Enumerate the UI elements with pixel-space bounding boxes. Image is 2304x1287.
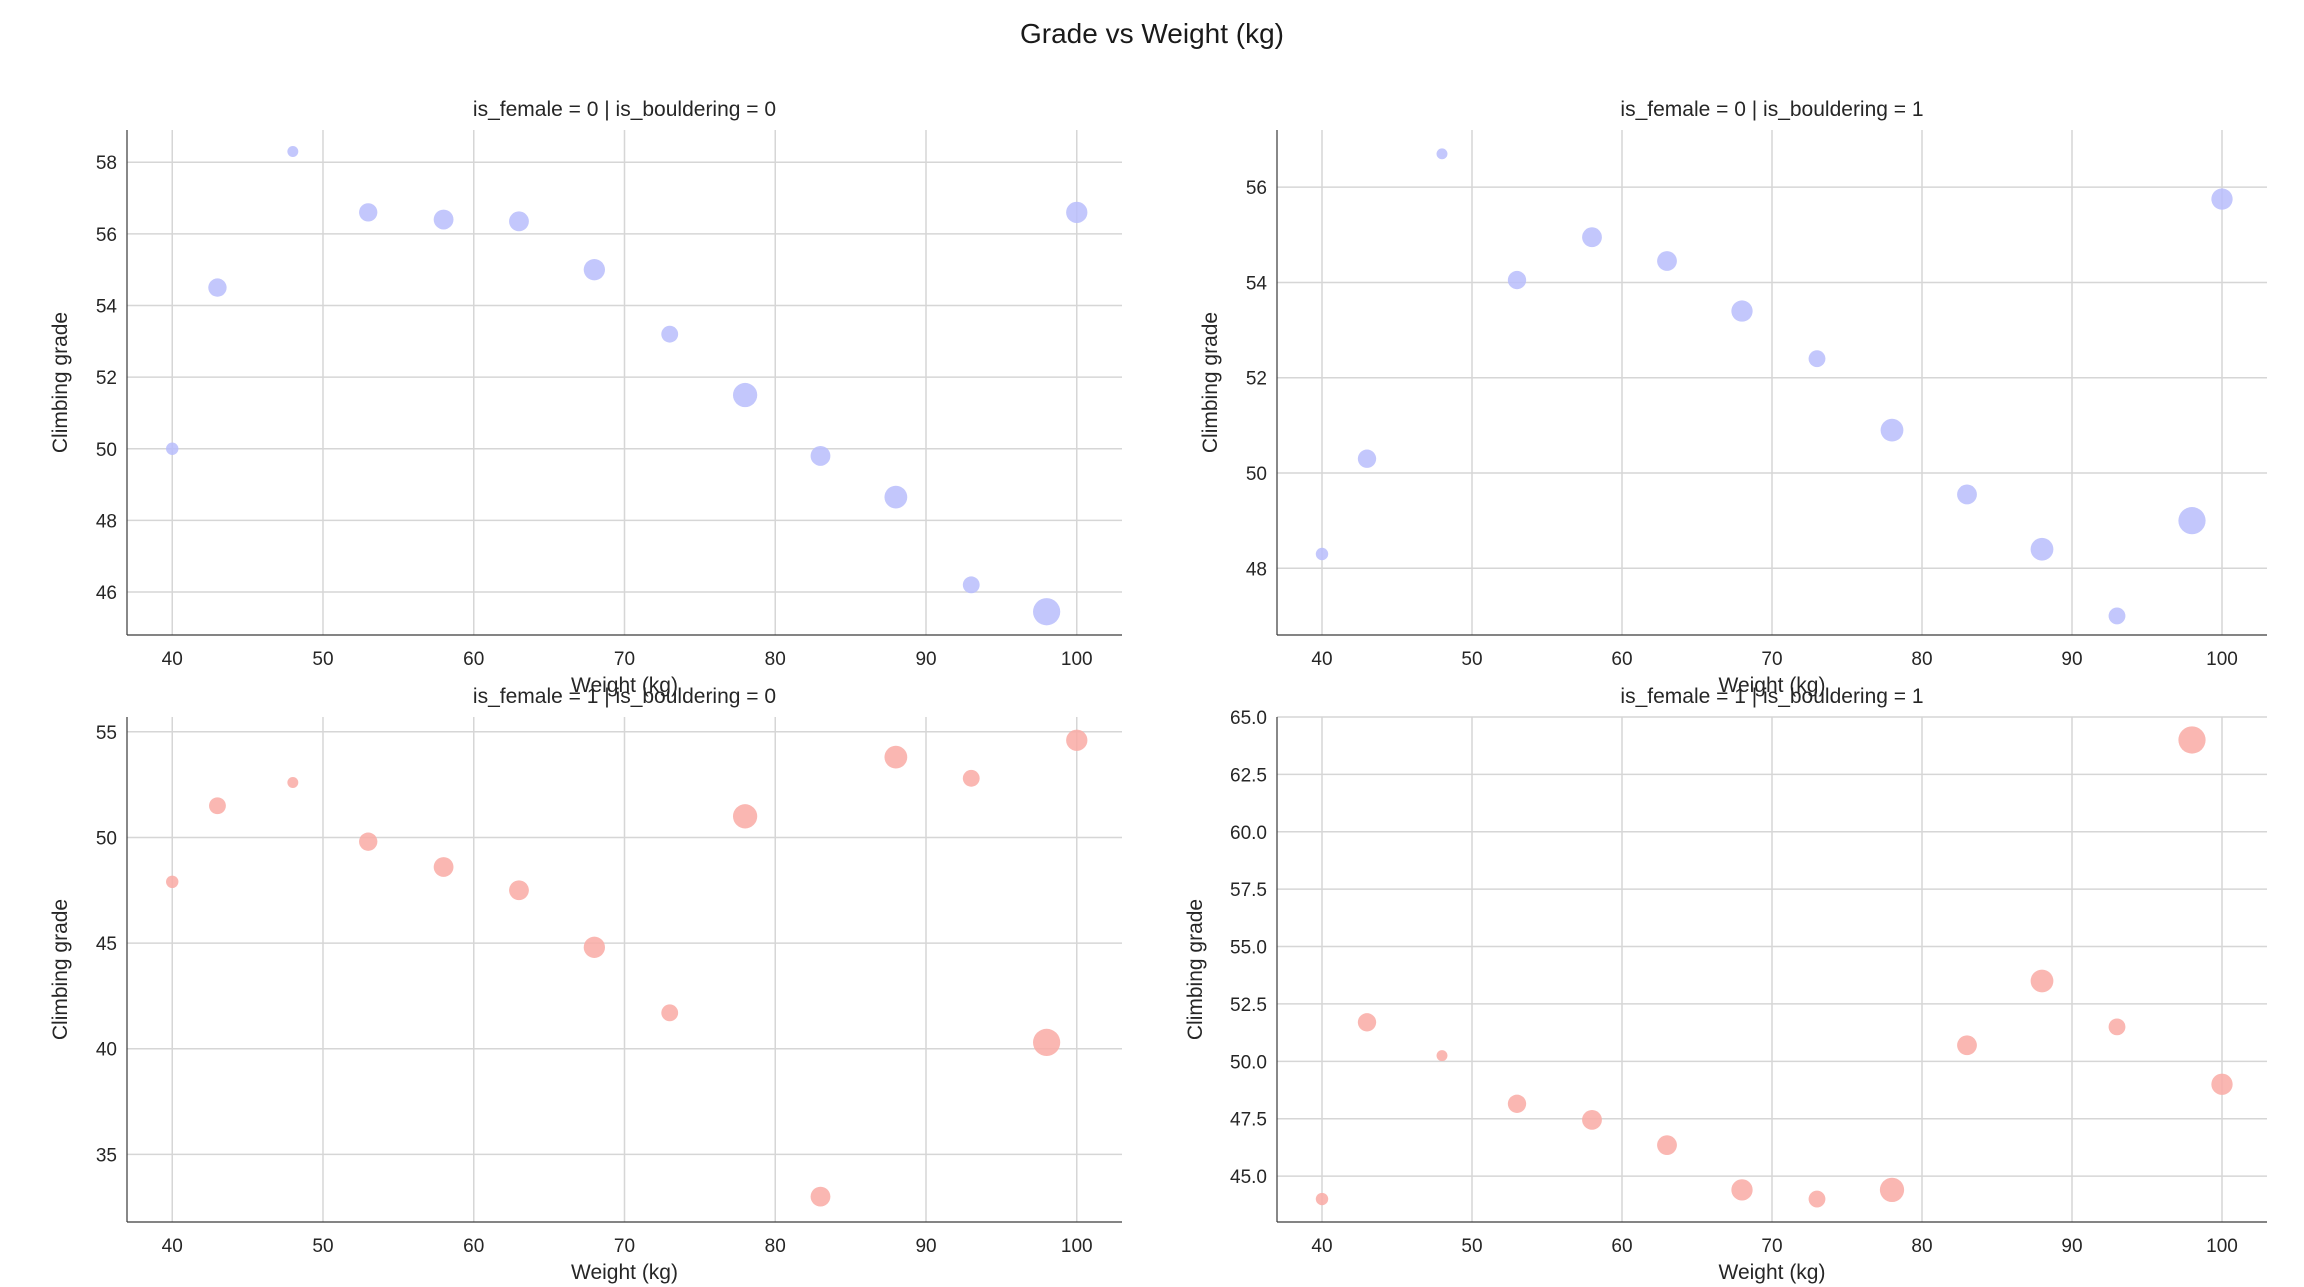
y-tick-label: 46: [96, 583, 117, 604]
data-point: [359, 203, 378, 222]
subplot-title: is_female = 0 | is_bouldering = 0: [473, 98, 776, 121]
x-tick-label: 50: [312, 649, 333, 670]
y-tick-label: 54: [96, 296, 118, 317]
data-point: [166, 442, 179, 455]
x-axis-label: Weight (kg): [571, 674, 678, 697]
data-point: [1033, 598, 1061, 626]
data-point: [287, 146, 299, 157]
data-point: [962, 576, 980, 594]
data-point: [509, 211, 529, 232]
y-axis-label: Climbing grade: [49, 312, 72, 453]
x-tick-label: 100: [1061, 649, 1093, 670]
data-point: [661, 325, 679, 343]
data-point: [583, 259, 605, 281]
y-tick-label: 50: [96, 440, 117, 461]
y-tick-label: 58: [96, 153, 117, 174]
x-tick-label: 70: [614, 649, 635, 670]
data-point: [732, 382, 758, 408]
figure-title: Grade vs Weight (kg): [1019, 18, 1285, 49]
y-tick-label: 48: [96, 511, 117, 532]
data-point: [884, 485, 908, 509]
data-point: [1066, 201, 1088, 224]
y-tick-label: 52: [96, 368, 117, 389]
x-tick-label: 90: [915, 649, 936, 670]
x-tick-label: 80: [765, 649, 786, 670]
data-point: [433, 209, 454, 230]
x-tick-label: 60: [463, 649, 484, 670]
x-tick-label: 40: [162, 649, 183, 670]
data-point: [208, 278, 227, 297]
y-tick-label: 56: [96, 225, 117, 246]
data-point: [810, 446, 831, 466]
